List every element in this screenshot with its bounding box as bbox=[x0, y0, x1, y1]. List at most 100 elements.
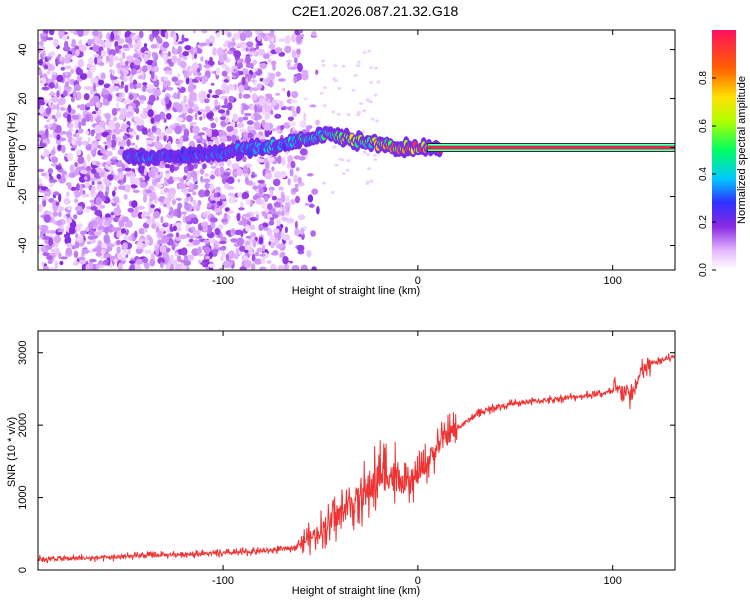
spectrogram-cell bbox=[43, 64, 49, 70]
spectrogram-cell bbox=[252, 238, 257, 248]
spectrogram-cell bbox=[256, 158, 265, 163]
spectrogram-cell bbox=[40, 229, 44, 239]
spectrogram-cell bbox=[274, 211, 281, 215]
spectrogram-cell bbox=[145, 189, 152, 194]
spectrogram-cell bbox=[98, 120, 106, 128]
spectrogram-cell bbox=[207, 60, 215, 66]
spectrogram-cell bbox=[227, 41, 231, 49]
spectrogram-cell bbox=[128, 235, 133, 241]
colorbar-tick-label: 0.6 bbox=[698, 119, 709, 133]
spectrogram-cell bbox=[136, 241, 143, 250]
spectrogram-cell bbox=[212, 47, 217, 56]
spectrogram-cell bbox=[82, 110, 88, 115]
spectrogram-cell bbox=[270, 99, 277, 107]
spectrogram-cell bbox=[258, 187, 264, 195]
spectrogram-cell bbox=[272, 178, 281, 187]
spectrogram-cell bbox=[281, 210, 285, 217]
spectrogram-cell bbox=[104, 225, 109, 235]
spectrogram-cell bbox=[113, 196, 120, 204]
spectrogram-cell bbox=[188, 214, 197, 218]
spectrogram-cell bbox=[269, 30, 275, 38]
spectrogram-cell bbox=[149, 191, 157, 201]
spectrogram-cell bbox=[38, 137, 42, 142]
spectrogram-cell bbox=[242, 104, 250, 111]
spectrogram-cell bbox=[112, 134, 116, 141]
spectrogram-cell bbox=[138, 227, 145, 235]
spectrogram-cell bbox=[85, 143, 93, 151]
spectrogram-cell bbox=[149, 34, 154, 42]
spectrogram-cell bbox=[260, 256, 266, 265]
spectrogram-cell bbox=[75, 149, 82, 156]
spectrogram-cell bbox=[277, 129, 281, 134]
spectrogram-cell bbox=[353, 74, 358, 77]
spectrogram-cell bbox=[39, 80, 43, 84]
spectrogram-cell bbox=[272, 63, 276, 71]
spectrogram-cell bbox=[261, 199, 266, 204]
spectrogram-cell bbox=[87, 241, 91, 245]
spectrogram-cell bbox=[262, 244, 266, 252]
spectrogram-cell bbox=[70, 186, 77, 191]
spectrogram-cell bbox=[82, 73, 87, 78]
spectrogram-cell bbox=[230, 238, 239, 243]
spectrogram-cell bbox=[49, 104, 55, 109]
spectrogram-cell bbox=[86, 153, 92, 163]
spectrogram-cell bbox=[315, 69, 319, 75]
spectrogram-cell bbox=[171, 55, 178, 64]
spectrogram-cell bbox=[49, 229, 56, 234]
spectrogram-cell bbox=[166, 234, 173, 238]
spectrogram-cell bbox=[115, 161, 122, 168]
spectrogram-cell bbox=[257, 42, 263, 46]
spectrogram-cell bbox=[177, 202, 183, 209]
spectrogram-cell bbox=[292, 110, 298, 117]
spectrogram-cell bbox=[117, 252, 123, 260]
spectrogram-cell bbox=[332, 77, 337, 81]
spectrogram-cell bbox=[227, 214, 231, 220]
spectrogram-cell bbox=[287, 178, 291, 186]
spectrogram-cell bbox=[46, 188, 50, 192]
spectrogram-cell bbox=[316, 206, 320, 215]
spectrogram-cell bbox=[102, 98, 108, 103]
spectrogram-cell bbox=[146, 84, 155, 90]
spectrogram-cell bbox=[139, 181, 147, 189]
spectrogram-cell bbox=[151, 51, 156, 59]
spectrogram-cell bbox=[254, 211, 259, 215]
spectrogram-cell bbox=[178, 183, 187, 189]
spectrogram-cell bbox=[160, 202, 164, 206]
spectrogram-cell bbox=[306, 173, 314, 177]
spectrogram-cell bbox=[209, 217, 218, 223]
spectrogram-cell bbox=[278, 38, 286, 42]
spectrogram-cell bbox=[183, 70, 189, 79]
spectrogram-cell bbox=[233, 68, 237, 72]
spectrogram-cell bbox=[108, 49, 116, 57]
spectrogram-cell bbox=[108, 54, 114, 60]
spectrogram-cell bbox=[151, 216, 156, 225]
spectrogram-cell bbox=[191, 248, 200, 256]
spectrogram-cell bbox=[42, 139, 49, 144]
spectrogram-cell bbox=[158, 164, 166, 168]
spectrogram-cell bbox=[49, 30, 55, 36]
spectrogram-cell bbox=[214, 139, 220, 145]
spectrogram-cell bbox=[97, 181, 102, 185]
y-tick-label: 1000 bbox=[17, 485, 29, 509]
x-tick-label: 100 bbox=[603, 275, 621, 287]
spectrogram-cell bbox=[275, 71, 281, 77]
spectrogram-cell bbox=[81, 140, 90, 146]
y-tick-label: -20 bbox=[17, 189, 29, 205]
spectrogram-cell bbox=[206, 202, 212, 208]
spectrogram-cell bbox=[226, 32, 232, 38]
spectrogram-cell bbox=[113, 80, 121, 84]
spectrogram-cell bbox=[241, 217, 248, 226]
spectrogram-cell bbox=[275, 47, 283, 54]
spectrogram-cell bbox=[271, 252, 279, 256]
spectrogram-cell bbox=[75, 225, 82, 232]
spectrogram-cell bbox=[132, 189, 140, 193]
spectrogram-cell bbox=[59, 106, 66, 111]
spectrogram-cell bbox=[118, 220, 125, 228]
spectrogram-cell bbox=[237, 178, 241, 183]
colorbar: 0.0 0.2 0.4 0.6 0.8 Normalized spectral ampl… bbox=[698, 30, 748, 277]
spectrogram-cell bbox=[144, 239, 150, 245]
spectrogram-cell bbox=[38, 246, 41, 254]
spectrogram-cell bbox=[279, 100, 284, 108]
spectrogram-cell bbox=[342, 172, 346, 175]
spectrogram-cell bbox=[123, 234, 129, 241]
